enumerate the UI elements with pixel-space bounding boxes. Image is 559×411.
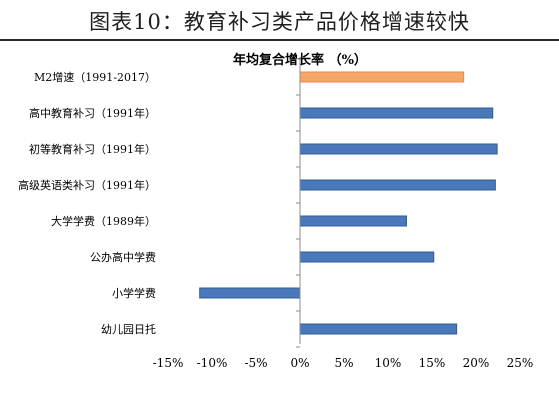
- bar-1: [299, 107, 494, 119]
- bar-3: [299, 179, 496, 191]
- x-tick-label-1: -10%: [197, 356, 228, 370]
- category-label-5: 公办高中学费: [90, 250, 156, 264]
- category-label-1: 高中教育补习（1991年）: [29, 106, 156, 120]
- bar-0: [299, 71, 465, 83]
- y-axis: [296, 58, 301, 348]
- bar-2: [299, 143, 498, 155]
- figure-header: 图表10：教育补习类产品价格增速较快: [0, 0, 559, 38]
- x-tick-label-5: 10%: [375, 356, 402, 370]
- category-label-3: 高级英语类补习（1991年）: [18, 178, 156, 192]
- category-label-6: 小学学费: [112, 286, 156, 300]
- x-tick-label-2: -5%: [244, 356, 267, 370]
- category-label-7: 幼儿园日托: [101, 322, 156, 336]
- bar-4: [299, 215, 407, 227]
- x-tick-label-3: 0%: [290, 356, 309, 370]
- x-tick-label-0: -15%: [153, 356, 184, 370]
- bars-group: [199, 71, 498, 335]
- title-divider: [0, 39, 559, 41]
- x-tick-label-6: 15%: [419, 356, 446, 370]
- figure-title: 图表10：教育补习类产品价格增速较快: [89, 10, 470, 34]
- category-label-0: M2增速（1991-2017）: [34, 70, 156, 84]
- chart-area: 年均复合增长率 （%） M2增速（1991-2017） 高中教育补习（1991年）…: [0, 44, 559, 407]
- x-tick-label-7: 20%: [463, 356, 490, 370]
- category-label-4: 大学学费（1989年）: [51, 214, 156, 228]
- x-axis: -15% -10% -5% 0% 5% 10% 15% 20% 25%: [153, 356, 534, 370]
- bar-7: [299, 323, 458, 335]
- bar-chart: 年均复合增长率 （%） M2增速（1991-2017）高中教育补习（1991年）…: [18, 52, 534, 370]
- bar-6: [199, 287, 301, 299]
- x-tick-label-8: 25%: [507, 356, 534, 370]
- category-label-2: 初等教育补习（1991年）: [29, 142, 156, 156]
- bar-5: [299, 251, 435, 263]
- x-tick-label-4: 5%: [334, 356, 353, 370]
- category-labels: M2增速（1991-2017） 高中教育补习（1991年） 初等教育补习（1991年…: [18, 70, 156, 336]
